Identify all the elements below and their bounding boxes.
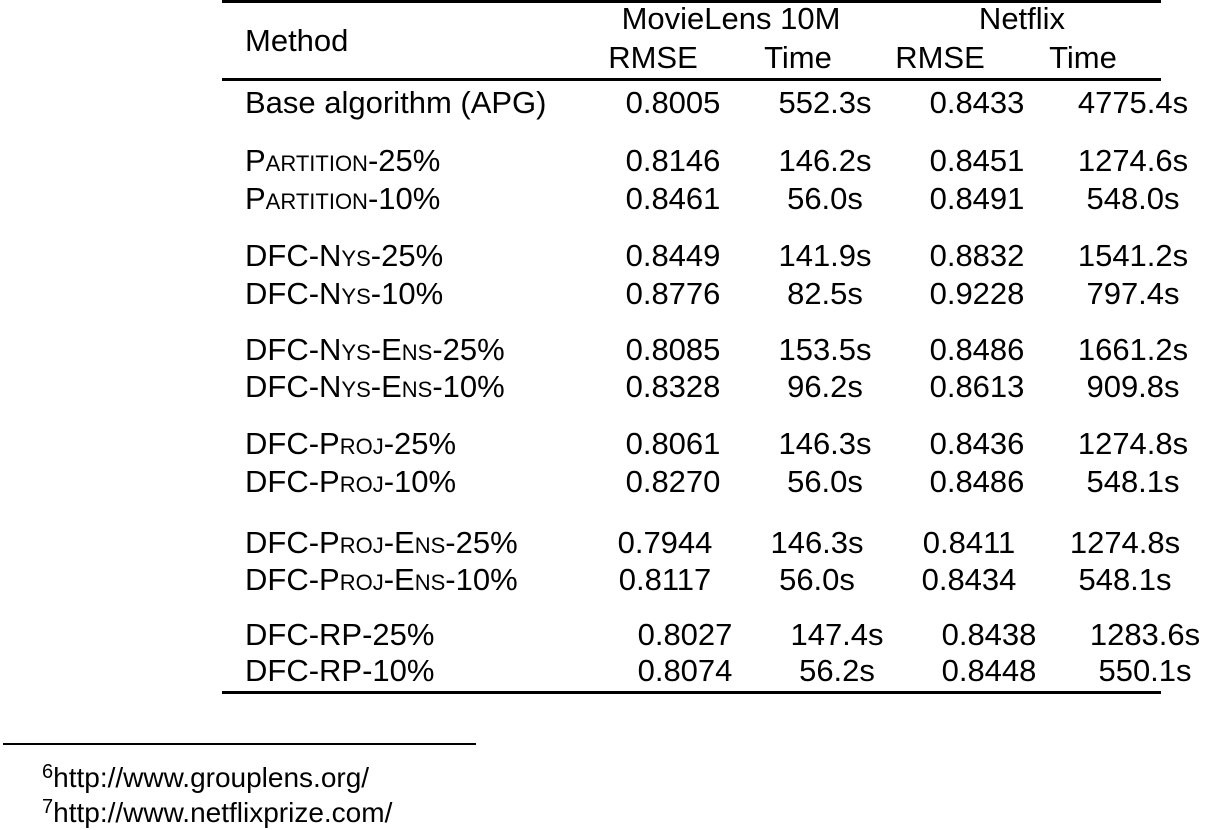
cell-movielens-time: 96.2s bbox=[787, 369, 863, 404]
cell-netflix-rmse: 0.8613 bbox=[929, 369, 1025, 404]
cell-movielens-time: 82.5s bbox=[787, 276, 863, 311]
cell-netflix-time: 1283.6s bbox=[1089, 617, 1201, 652]
cell-movielens-rmse: 0.8074 bbox=[637, 653, 733, 688]
subheader-netflix-rmse: RMSE bbox=[895, 40, 985, 75]
cell-netflix-time: 797.4s bbox=[1086, 276, 1180, 311]
cell-netflix-rmse: 0.8438 bbox=[941, 617, 1037, 652]
cell-netflix-time: 1274.8s bbox=[1069, 525, 1181, 560]
cell-netflix-rmse: 0.8486 bbox=[929, 464, 1025, 499]
cell-netflix-time: 1661.2s bbox=[1077, 332, 1189, 367]
method-column-header: Method bbox=[245, 23, 349, 58]
method-label: DFC-Nys-Ens-25% bbox=[245, 332, 505, 367]
cell-netflix-rmse: 0.8436 bbox=[929, 426, 1025, 461]
cell-netflix-time: 4775.4s bbox=[1077, 85, 1189, 120]
method-label: DFC-Nys-25% bbox=[245, 238, 444, 273]
cell-movielens-time: 56.2s bbox=[799, 653, 875, 688]
cell-movielens-rmse: 0.8085 bbox=[625, 332, 721, 367]
method-label: Base algorithm (APG) bbox=[245, 85, 547, 120]
cell-movielens-rmse: 0.8005 bbox=[625, 85, 721, 120]
cell-movielens-rmse: 0.8027 bbox=[637, 617, 733, 652]
cell-movielens-time: 56.0s bbox=[787, 464, 863, 499]
cell-movielens-time: 147.4s bbox=[790, 617, 884, 652]
cell-movielens-rmse: 0.8146 bbox=[625, 143, 721, 178]
cell-netflix-time: 1274.8s bbox=[1077, 426, 1189, 461]
cell-netflix-time: 548.0s bbox=[1086, 181, 1180, 216]
cell-netflix-rmse: 0.8486 bbox=[929, 332, 1025, 367]
footnote-netflixprize: 7http://www.netflixprize.com/ bbox=[42, 795, 392, 830]
table-header-rule bbox=[222, 78, 1161, 81]
subheader-netflix-time: Time bbox=[1049, 40, 1117, 75]
cell-netflix-rmse: 0.8433 bbox=[929, 85, 1025, 120]
subheader-movielens-time: Time bbox=[764, 40, 832, 75]
cell-movielens-time: 146.2s bbox=[778, 143, 872, 178]
cell-netflix-rmse: 0.9228 bbox=[929, 276, 1025, 311]
method-label: DFC-Proj-25% bbox=[245, 426, 457, 461]
footnote-url: http://www.netflixprize.com/ bbox=[53, 797, 393, 828]
cell-netflix-rmse: 0.8448 bbox=[941, 653, 1037, 688]
cell-movielens-time: 146.3s bbox=[770, 525, 864, 560]
cell-movielens-time: 153.5s bbox=[778, 332, 872, 367]
cell-movielens-rmse: 0.8449 bbox=[625, 238, 721, 273]
cell-movielens-rmse: 0.8328 bbox=[625, 369, 721, 404]
cell-movielens-rmse: 0.7944 bbox=[617, 525, 713, 560]
cell-netflix-rmse: 0.8491 bbox=[929, 181, 1025, 216]
cell-netflix-time: 909.8s bbox=[1086, 369, 1180, 404]
cell-movielens-rmse: 0.8117 bbox=[618, 562, 712, 597]
group-header-netflix: Netflix bbox=[978, 1, 1066, 36]
cell-netflix-rmse: 0.8434 bbox=[921, 562, 1017, 597]
method-label: DFC-Proj-Ens-25% bbox=[245, 525, 518, 560]
cell-netflix-time: 550.1s bbox=[1098, 653, 1192, 688]
footnote-grouplens: 6http://www.grouplens.org/ bbox=[42, 760, 369, 799]
subheader-movielens-rmse: RMSE bbox=[608, 40, 698, 75]
cell-movielens-rmse: 0.8776 bbox=[625, 276, 721, 311]
method-label: DFC-Nys-Ens-10% bbox=[245, 369, 505, 404]
cell-netflix-time: 548.1s bbox=[1086, 464, 1180, 499]
cell-netflix-rmse: 0.8451 bbox=[929, 143, 1025, 178]
method-label: DFC-Proj-Ens-10% bbox=[245, 562, 518, 597]
method-label: DFC-RP-25% bbox=[245, 617, 435, 652]
cell-movielens-time: 56.0s bbox=[779, 562, 855, 597]
cell-netflix-time: 1541.2s bbox=[1077, 238, 1189, 273]
cell-movielens-rmse: 0.8270 bbox=[625, 464, 721, 499]
footnote-url: http://www.grouplens.org/ bbox=[53, 762, 370, 793]
cell-movielens-time: 56.0s bbox=[787, 181, 863, 216]
cell-netflix-rmse: 0.8832 bbox=[929, 238, 1025, 273]
method-label: DFC-RP-10% bbox=[245, 653, 435, 688]
method-label: DFC-Nys-10% bbox=[245, 276, 444, 311]
method-label: Partition-10% bbox=[245, 181, 441, 216]
table-bottom-rule bbox=[222, 691, 1161, 694]
cell-movielens-time: 146.3s bbox=[778, 426, 872, 461]
footnote-marker: 7 bbox=[42, 796, 54, 818]
cell-movielens-rmse: 0.8061 bbox=[625, 426, 721, 461]
cell-movielens-time: 552.3s bbox=[778, 85, 872, 120]
footnote-marker: 6 bbox=[42, 761, 54, 783]
cell-movielens-time: 141.9s bbox=[778, 238, 872, 273]
cell-netflix-rmse: 0.8411 bbox=[922, 525, 1016, 560]
cell-netflix-time: 1274.6s bbox=[1077, 143, 1189, 178]
cell-netflix-time: 548.1s bbox=[1078, 562, 1172, 597]
method-label: Partition-25% bbox=[245, 143, 441, 178]
cell-movielens-rmse: 0.8461 bbox=[625, 181, 721, 216]
footnote-rule bbox=[3, 743, 476, 745]
table-top-rule bbox=[222, 0, 1161, 3]
method-label: DFC-Proj-10% bbox=[245, 464, 457, 499]
group-header-movielens: MovieLens 10M bbox=[621, 1, 841, 36]
